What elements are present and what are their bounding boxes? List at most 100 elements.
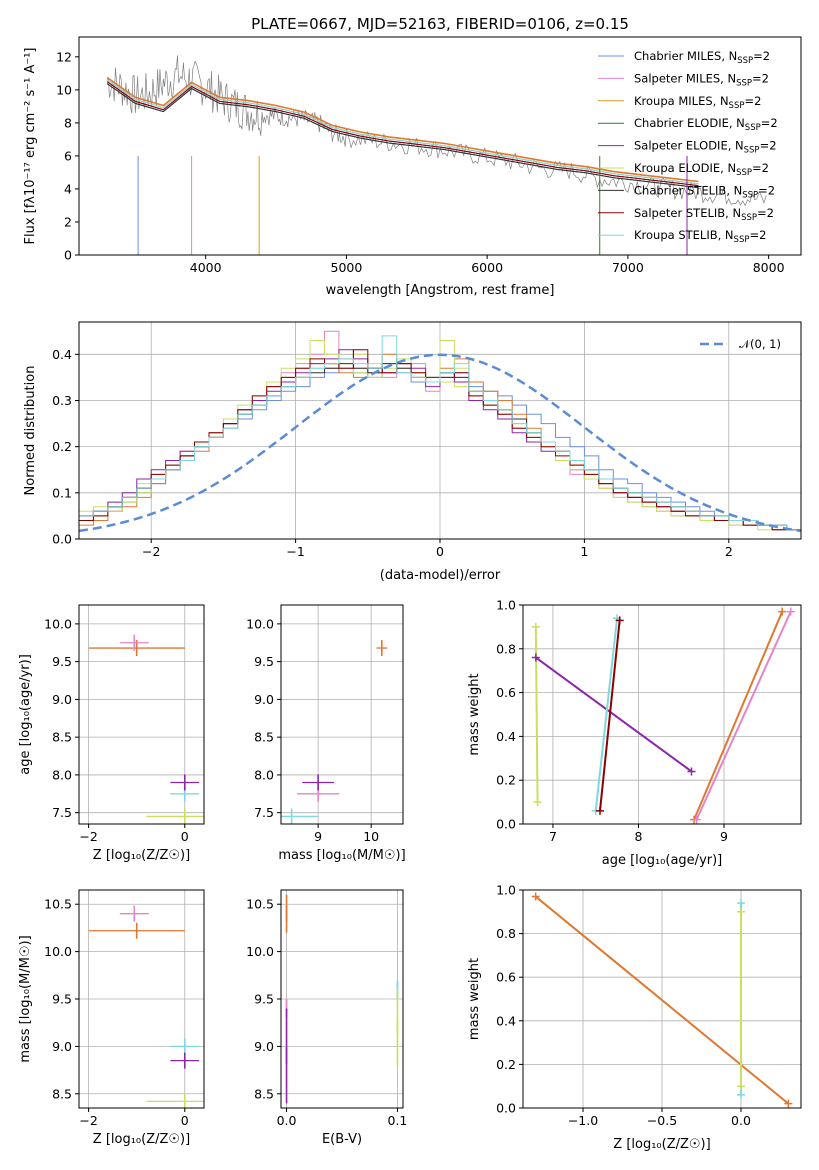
model-spectrum-line	[106, 81, 699, 187]
legend: Chabrier MILES, NSSP=2 Salpeter MILES, NS…	[598, 49, 778, 245]
y-tick-label: 10.0	[44, 944, 72, 959]
y-tick-label: 9.5	[254, 992, 274, 1007]
y-tick-label: 1.0	[496, 598, 516, 613]
x-axis-label: Z [log₁₀(Z/Z☉)]	[93, 1132, 190, 1147]
y-tick-label: 8.5	[254, 1086, 274, 1101]
y-tick-label: 0.2	[496, 773, 516, 788]
x-tick-label: −2	[79, 1113, 97, 1128]
x-tick-label: −2	[79, 829, 97, 844]
y-tick-label: 9.0	[254, 692, 274, 707]
axes-frame	[522, 604, 802, 825]
x-tick-label: 7000	[612, 260, 644, 275]
x-tick-label: 0	[181, 829, 189, 844]
weight-segment	[535, 895, 789, 1105]
weight-marker	[784, 1099, 793, 1108]
axes-frame	[280, 889, 404, 1109]
y-tick-label: 10	[56, 82, 72, 97]
y-tick-label: 9.5	[52, 654, 72, 669]
x-axis-label: Z [log₁₀(Z/Z☉)]	[613, 1137, 710, 1152]
plot-area	[281, 640, 388, 824]
y-tick-label: 0.3	[52, 393, 72, 408]
y-tick-label: 9.5	[52, 992, 72, 1007]
weight-segment	[695, 611, 792, 821]
y-tick-label: 8.0	[254, 767, 274, 782]
axes-frame	[78, 604, 205, 825]
legend-subscript: SSP	[741, 213, 757, 223]
legend-label: Kroupa ELODIE, NSSP=2	[634, 161, 769, 178]
chart-age-vs-Z: −2 0 7.5 8.0 8.5 9.0 9.5 10.0 Z [log₁₀(Z/Z☉)] age…	[18, 604, 205, 863]
weight-marker	[687, 767, 696, 776]
y-tick-label: 1.0	[496, 883, 516, 898]
y-tick-label: 7.5	[52, 805, 72, 820]
x-tick-label: −1.0	[568, 1113, 598, 1128]
x-axis-label: Z [log₁₀(Z/Z☉)]	[93, 848, 190, 863]
y-tick-label: 2	[64, 214, 72, 229]
y-tick-label: 0.0	[496, 817, 516, 832]
chart-weight-vs-Z: −1.0 −0.5 0.0 0.0 0.2 0.4 0.6 0.8 1.0 Z [log₁₀(Z/…	[467, 883, 802, 1152]
legend-label: Chabrier MILES, NSSP=2	[634, 49, 770, 66]
x-tick-label: 9	[314, 829, 322, 844]
x-tick-label: 7	[549, 829, 557, 844]
weight-marker	[531, 622, 540, 631]
x-tick-label: 9	[720, 829, 728, 844]
y-tick-label: 0.8	[496, 926, 516, 941]
legend-suffix: =2	[757, 206, 774, 220]
figure-title: PLATE=0667, MJD=52163, FIBERID=0106, z=0…	[251, 15, 629, 33]
y-axis-label: age [log₁₀(age/yr)]	[18, 654, 33, 775]
legend-label: Salpeter STELIB, NSSP=2	[634, 206, 774, 223]
x-tick-label: 4000	[190, 260, 222, 275]
weight-marker	[533, 798, 542, 807]
y-tick-label: 7.5	[254, 805, 274, 820]
x-tick-label: 0	[436, 544, 444, 559]
weight-segment	[594, 618, 619, 811]
legend-label: Kroupa STELIB, NSSP=2	[634, 228, 766, 245]
model-spectrum-line	[106, 83, 699, 189]
y-tick-label: 8.5	[52, 1086, 72, 1101]
axes-frame	[78, 321, 802, 540]
y-tick-label: 0.2	[496, 1057, 516, 1072]
weight-marker	[736, 1090, 745, 1099]
legend-subscript: SSP	[736, 78, 752, 88]
y-tick-label: 0.6	[496, 685, 516, 700]
y-tick-label: 0.1	[52, 485, 72, 500]
weight-marker	[615, 616, 624, 625]
legend-subscript: SSP	[745, 123, 761, 133]
chart-mass-vs-Z: −2 0 8.5 9.0 9.5 10.0 10.5 Z [log₁₀(Z/Z☉)] mass …	[18, 889, 205, 1147]
chart-residual-histogram: −2 −1 0 1 2 0.0 0.1 0.2 0.3 0.4 (data-model)/error…	[23, 321, 802, 583]
x-tick-label: −2	[142, 544, 160, 559]
weight-marker	[736, 907, 745, 916]
y-tick-label: 9.0	[52, 692, 72, 707]
y-tick-label: 0.4	[496, 1013, 516, 1028]
legend-suffix: =2	[758, 183, 775, 197]
weight-marker	[595, 806, 604, 815]
plot-area	[88, 905, 204, 1108]
y-tick-label: 4	[64, 181, 72, 196]
legend-suffix: =2	[752, 161, 769, 175]
y-tick-label: 10.5	[44, 897, 72, 912]
x-tick-label: −0.5	[647, 1113, 677, 1128]
legend-label: Salpeter MILES, NSSP=2	[634, 71, 769, 88]
weight-segment	[535, 656, 693, 773]
y-tick-label: 8.0	[52, 767, 72, 782]
y-tick-label: 8.5	[254, 730, 274, 745]
weight-marker	[531, 892, 540, 901]
legend-subscript: SSP	[736, 168, 752, 178]
axes-frame	[522, 889, 802, 1109]
legend-subscript: SSP	[734, 235, 750, 245]
y-tick-label: 0	[64, 248, 72, 263]
weight-marker	[692, 815, 701, 824]
x-axis-label: (data-model)/error	[380, 568, 501, 583]
y-tick-label: 10.0	[246, 616, 274, 631]
axes-frame	[280, 604, 404, 825]
y-tick-label: 0.2	[52, 439, 72, 454]
model-spectrum-line	[106, 83, 699, 189]
x-tick-label: 0.0	[277, 1113, 297, 1128]
x-axis-label: mass [log₁₀(M/M☉)]	[278, 848, 405, 863]
weight-segment	[534, 626, 539, 803]
legend-suffix: =2	[752, 71, 769, 85]
legend-suffix: =2	[753, 49, 770, 63]
y-tick-label: 9.0	[52, 1039, 72, 1054]
y-tick-label: 12	[56, 49, 72, 64]
y-axis-label: mass weight	[467, 958, 482, 1040]
